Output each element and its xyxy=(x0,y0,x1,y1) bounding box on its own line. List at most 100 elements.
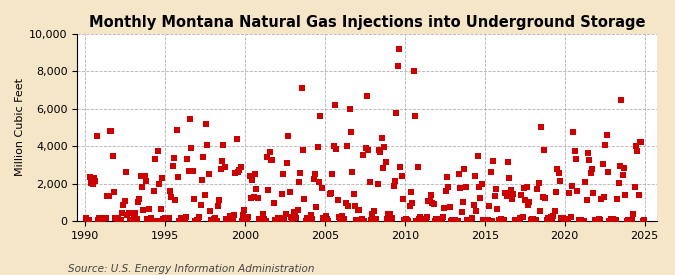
Point xyxy=(336,213,347,218)
Point xyxy=(302,216,313,221)
Point xyxy=(207,218,218,222)
Point xyxy=(537,195,548,200)
Point xyxy=(228,213,239,218)
Point xyxy=(98,218,109,222)
Point xyxy=(388,184,399,188)
Point xyxy=(173,175,184,180)
Point xyxy=(402,218,412,222)
Point xyxy=(473,185,484,189)
Point xyxy=(359,219,370,223)
Point xyxy=(110,216,121,220)
Point xyxy=(146,216,157,221)
Point xyxy=(593,217,604,222)
Point xyxy=(303,218,314,223)
Point xyxy=(414,217,425,222)
Point xyxy=(399,218,410,222)
Point xyxy=(528,217,539,221)
Point xyxy=(262,155,273,159)
Point xyxy=(383,212,394,216)
Point xyxy=(296,86,307,90)
Point xyxy=(452,219,463,223)
Point xyxy=(102,194,113,199)
Point xyxy=(191,218,202,222)
Point xyxy=(221,217,232,221)
Point xyxy=(142,217,153,221)
Point xyxy=(367,211,378,216)
Point xyxy=(315,113,326,118)
Point xyxy=(252,196,263,200)
Point xyxy=(411,219,422,223)
Point xyxy=(510,218,520,222)
Point xyxy=(384,212,395,216)
Point xyxy=(124,211,134,216)
Point xyxy=(446,219,456,223)
Point xyxy=(153,149,163,153)
Point xyxy=(198,155,209,159)
Point xyxy=(574,218,585,222)
Point xyxy=(419,219,430,223)
Point xyxy=(459,167,470,171)
Point xyxy=(265,150,275,155)
Point xyxy=(167,164,178,168)
Point xyxy=(299,197,310,202)
Point xyxy=(511,218,522,223)
Point xyxy=(543,216,554,221)
Point xyxy=(611,218,622,223)
Point xyxy=(463,218,474,223)
Point xyxy=(121,169,132,174)
Point xyxy=(432,219,443,223)
Point xyxy=(556,216,567,221)
Point xyxy=(472,154,483,158)
Point xyxy=(467,216,478,221)
Point xyxy=(487,219,497,223)
Point xyxy=(410,114,421,118)
Point xyxy=(483,218,493,222)
Point xyxy=(295,171,306,175)
Point xyxy=(466,218,477,223)
Point xyxy=(555,179,566,184)
Point xyxy=(170,198,181,202)
Point xyxy=(458,199,468,204)
Point xyxy=(338,216,348,221)
Point xyxy=(427,201,437,206)
Point xyxy=(218,143,229,147)
Point xyxy=(352,208,363,212)
Point xyxy=(348,192,359,196)
Point xyxy=(344,107,355,111)
Point xyxy=(342,143,352,148)
Point xyxy=(318,215,329,220)
Point xyxy=(580,179,591,184)
Point xyxy=(444,205,455,210)
Text: Source: U.S. Energy Information Administration: Source: U.S. Energy Information Administ… xyxy=(68,264,314,274)
Point xyxy=(313,145,323,149)
Point xyxy=(563,219,574,223)
Point xyxy=(94,216,105,220)
Point xyxy=(165,189,176,193)
Point xyxy=(566,184,577,188)
Point xyxy=(213,204,223,208)
Y-axis label: Million Cubic Feet: Million Cubic Feet xyxy=(15,78,25,177)
Point xyxy=(225,218,236,222)
Point xyxy=(306,213,317,218)
Point xyxy=(332,197,343,202)
Point xyxy=(190,219,200,223)
Point xyxy=(283,134,294,139)
Point xyxy=(366,218,377,222)
Point xyxy=(587,167,597,172)
Point xyxy=(281,160,292,165)
Point xyxy=(539,148,549,153)
Point xyxy=(545,215,556,219)
Point xyxy=(288,210,299,214)
Point xyxy=(179,218,190,223)
Point xyxy=(150,156,161,161)
Point xyxy=(541,218,552,222)
Point xyxy=(620,192,630,197)
Point xyxy=(319,219,330,223)
Point xyxy=(322,217,333,221)
Point xyxy=(637,218,648,223)
Point xyxy=(356,217,367,222)
Point xyxy=(585,171,596,175)
Point xyxy=(493,218,504,222)
Point xyxy=(261,219,271,223)
Point xyxy=(143,206,154,211)
